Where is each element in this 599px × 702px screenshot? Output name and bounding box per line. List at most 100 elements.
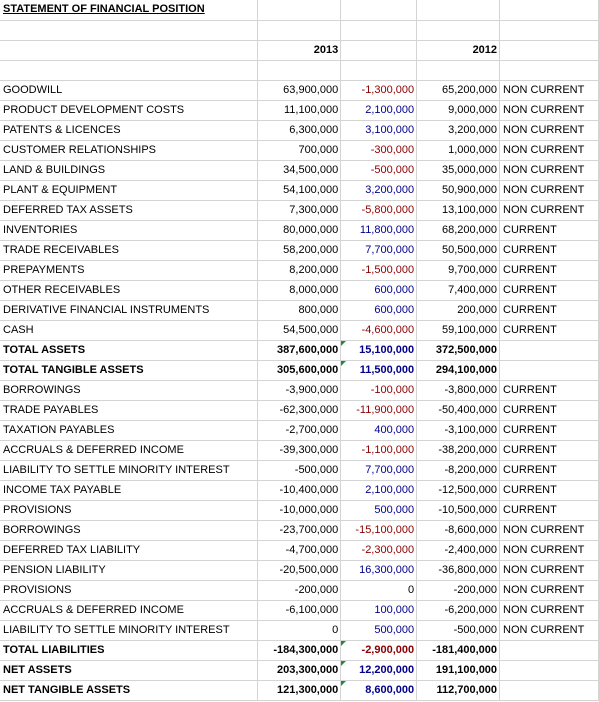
- cell[interactable]: [499, 20, 599, 41]
- line-item-label[interactable]: INVENTORIES: [0, 220, 259, 241]
- change-cell[interactable]: 400,000: [340, 420, 418, 441]
- classification-cell[interactable]: CURRENT: [499, 480, 599, 501]
- change-cell[interactable]: 2,100,000: [340, 100, 418, 121]
- classification-cell[interactable]: CURRENT: [499, 420, 599, 441]
- line-item-label[interactable]: PATENTS & LICENCES: [0, 120, 259, 141]
- value-2012-cell[interactable]: 7,400,000: [416, 280, 501, 301]
- value-2013-cell[interactable]: 0: [257, 620, 342, 641]
- classification-cell[interactable]: NON CURRENT: [499, 160, 599, 181]
- cell[interactable]: [340, 20, 418, 41]
- change-cell[interactable]: -500,000: [340, 160, 418, 181]
- cell[interactable]: [416, 60, 501, 81]
- change-cell[interactable]: 100,000: [340, 600, 418, 621]
- classification-cell[interactable]: CURRENT: [499, 440, 599, 461]
- value-2013-cell[interactable]: 8,000,000: [257, 280, 342, 301]
- line-item-label[interactable]: CASH: [0, 320, 259, 341]
- classification-cell[interactable]: CURRENT: [499, 220, 599, 241]
- change-cell[interactable]: -1,100,000: [340, 440, 418, 461]
- line-item-label[interactable]: PRODUCT DEVELOPMENT COSTS: [0, 100, 259, 121]
- value-2013-cell[interactable]: 7,300,000: [257, 200, 342, 221]
- change-cell[interactable]: 15,100,000: [340, 340, 418, 361]
- value-2012-cell[interactable]: 191,100,000: [416, 660, 501, 681]
- classification-cell[interactable]: [499, 680, 599, 701]
- change-cell[interactable]: -1,500,000: [340, 260, 418, 281]
- change-cell[interactable]: 0: [340, 580, 418, 601]
- value-2012-cell[interactable]: -8,200,000: [416, 460, 501, 481]
- line-item-label[interactable]: BORROWINGS: [0, 520, 259, 541]
- classification-cell[interactable]: [499, 360, 599, 381]
- classification-cell[interactable]: CURRENT: [499, 320, 599, 341]
- line-item-label[interactable]: TRADE RECEIVABLES: [0, 240, 259, 261]
- change-cell[interactable]: -2,900,000: [340, 640, 418, 661]
- cell[interactable]: [416, 0, 501, 21]
- change-cell[interactable]: 500,000: [340, 500, 418, 521]
- cell[interactable]: [0, 60, 259, 81]
- change-cell[interactable]: -15,100,000: [340, 520, 418, 541]
- value-2012-cell[interactable]: -50,400,000: [416, 400, 501, 421]
- classification-cell[interactable]: CURRENT: [499, 380, 599, 401]
- classification-cell[interactable]: NON CURRENT: [499, 540, 599, 561]
- cell[interactable]: [0, 20, 259, 41]
- cell[interactable]: [499, 60, 599, 81]
- classification-cell[interactable]: [499, 340, 599, 361]
- line-item-label[interactable]: OTHER RECEIVABLES: [0, 280, 259, 301]
- classification-cell[interactable]: CURRENT: [499, 300, 599, 321]
- line-item-label[interactable]: DERIVATIVE FINANCIAL INSTRUMENTS: [0, 300, 259, 321]
- value-2012-cell[interactable]: 50,500,000: [416, 240, 501, 261]
- line-item-label[interactable]: PLANT & EQUIPMENT: [0, 180, 259, 201]
- value-2012-cell[interactable]: -181,400,000: [416, 640, 501, 661]
- line-item-label[interactable]: DEFERRED TAX LIABILITY: [0, 540, 259, 561]
- cell[interactable]: [257, 20, 342, 41]
- value-2012-cell[interactable]: 59,100,000: [416, 320, 501, 341]
- line-item-label[interactable]: ACCRUALS & DEFERRED INCOME: [0, 600, 259, 621]
- classification-cell[interactable]: NON CURRENT: [499, 80, 599, 101]
- year-2013-header[interactable]: 2013: [257, 40, 342, 61]
- value-2013-cell[interactable]: 700,000: [257, 140, 342, 161]
- value-2012-cell[interactable]: 9,700,000: [416, 260, 501, 281]
- line-item-label[interactable]: LIABILITY TO SETTLE MINORITY INTEREST: [0, 620, 259, 641]
- value-2012-cell[interactable]: -38,200,000: [416, 440, 501, 461]
- cell[interactable]: [257, 0, 342, 21]
- value-2013-cell[interactable]: 8,200,000: [257, 260, 342, 281]
- value-2012-cell[interactable]: 65,200,000: [416, 80, 501, 101]
- line-item-label[interactable]: GOODWILL: [0, 80, 259, 101]
- change-cell[interactable]: 11,500,000: [340, 360, 418, 381]
- change-cell[interactable]: -2,300,000: [340, 540, 418, 561]
- value-2013-cell[interactable]: -20,500,000: [257, 560, 342, 581]
- line-item-label[interactable]: TRADE PAYABLES: [0, 400, 259, 421]
- value-2013-cell[interactable]: -4,700,000: [257, 540, 342, 561]
- value-2013-cell[interactable]: -2,700,000: [257, 420, 342, 441]
- classification-cell[interactable]: [499, 660, 599, 681]
- line-item-label[interactable]: TOTAL LIABILITIES: [0, 640, 259, 661]
- value-2012-cell[interactable]: -2,400,000: [416, 540, 501, 561]
- change-cell[interactable]: 7,700,000: [340, 460, 418, 481]
- value-2013-cell[interactable]: 387,600,000: [257, 340, 342, 361]
- value-2013-cell[interactable]: 80,000,000: [257, 220, 342, 241]
- change-cell[interactable]: 600,000: [340, 300, 418, 321]
- value-2013-cell[interactable]: 34,500,000: [257, 160, 342, 181]
- cell[interactable]: [499, 40, 599, 61]
- value-2012-cell[interactable]: -8,600,000: [416, 520, 501, 541]
- value-2012-cell[interactable]: 68,200,000: [416, 220, 501, 241]
- line-item-label[interactable]: NET TANGIBLE ASSETS: [0, 680, 259, 701]
- value-2013-cell[interactable]: 305,600,000: [257, 360, 342, 381]
- line-item-label[interactable]: PREPAYMENTS: [0, 260, 259, 281]
- value-2013-cell[interactable]: -3,900,000: [257, 380, 342, 401]
- value-2012-cell[interactable]: 200,000: [416, 300, 501, 321]
- classification-cell[interactable]: CURRENT: [499, 240, 599, 261]
- value-2012-cell[interactable]: -200,000: [416, 580, 501, 601]
- change-cell[interactable]: 16,300,000: [340, 560, 418, 581]
- classification-cell[interactable]: NON CURRENT: [499, 580, 599, 601]
- value-2013-cell[interactable]: -23,700,000: [257, 520, 342, 541]
- cell[interactable]: [416, 20, 501, 41]
- line-item-label[interactable]: PROVISIONS: [0, 500, 259, 521]
- value-2012-cell[interactable]: -3,800,000: [416, 380, 501, 401]
- value-2013-cell[interactable]: -200,000: [257, 580, 342, 601]
- classification-cell[interactable]: CURRENT: [499, 260, 599, 281]
- classification-cell[interactable]: NON CURRENT: [499, 140, 599, 161]
- line-item-label[interactable]: LIABILITY TO SETTLE MINORITY INTEREST: [0, 460, 259, 481]
- value-2013-cell[interactable]: -6,100,000: [257, 600, 342, 621]
- value-2012-cell[interactable]: 50,900,000: [416, 180, 501, 201]
- classification-cell[interactable]: NON CURRENT: [499, 120, 599, 141]
- value-2013-cell[interactable]: -184,300,000: [257, 640, 342, 661]
